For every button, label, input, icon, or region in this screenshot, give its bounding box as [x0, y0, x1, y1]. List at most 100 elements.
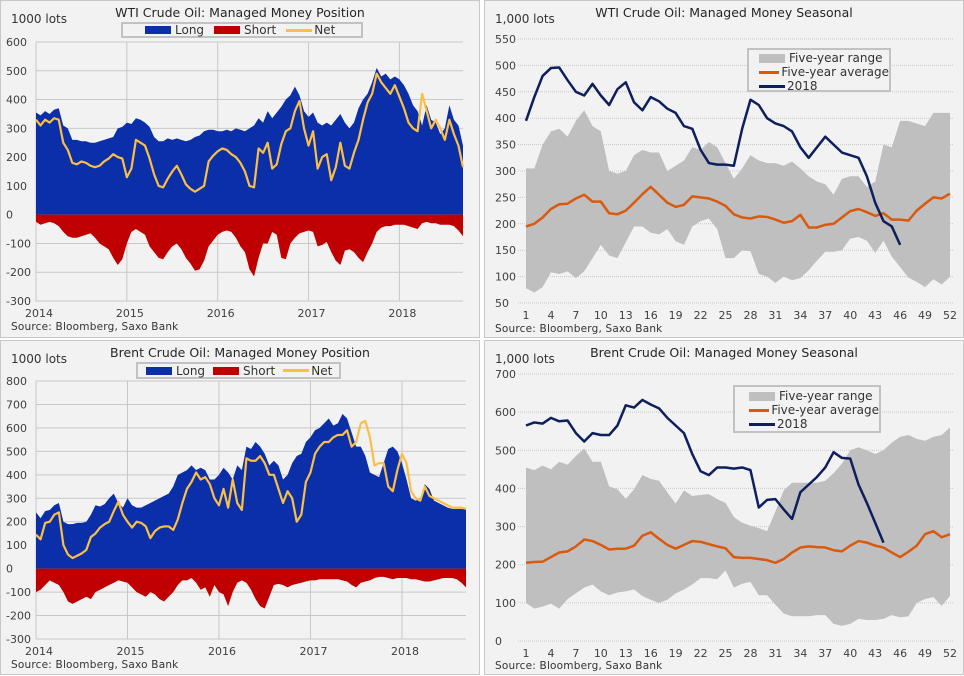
- y-tick-label: -200: [6, 266, 31, 279]
- five-year-range-area: [526, 110, 950, 293]
- y-tick-label: 450: [495, 86, 516, 99]
- five-year-average-line: [525, 529, 951, 565]
- y-tick-label: 300: [495, 521, 516, 534]
- legend-swatch-average: [749, 408, 770, 412]
- x-tick-label: 2015: [116, 645, 144, 658]
- chart-title: WTI Crude Oil: Managed Money Position: [115, 5, 365, 20]
- x-tick-label: 40: [843, 647, 857, 660]
- y-tick-label: 500: [495, 59, 516, 72]
- x-tick-label: 40: [843, 309, 857, 322]
- legend-label: Five-year range: [789, 51, 883, 65]
- x-tick-label: 16: [644, 309, 658, 322]
- y-tick-label: 400: [495, 112, 516, 125]
- y-tick-label: 500: [495, 444, 516, 457]
- wti-seasonal-panel: WTI Crude Oil: Managed Money Seasonal 1,…: [484, 0, 964, 338]
- brent-seasonal-panel: Brent Crude Oil: Managed Money Seasonal …: [484, 340, 964, 675]
- y-tick-label: -200: [6, 610, 31, 623]
- legend-item-range: Five-year range: [749, 389, 879, 403]
- source-note: Source: Bloomberg, Saxo Bank: [495, 323, 663, 335]
- short-area: [36, 568, 466, 609]
- legend-item-range: Five-year range: [759, 51, 889, 65]
- legend-item-average: Five-year average: [749, 403, 879, 417]
- net-line: [35, 419, 467, 560]
- x-tick-label: 22: [694, 647, 708, 660]
- x-tick-label: 10: [594, 309, 608, 322]
- x-tick-label: 31: [768, 647, 782, 660]
- y-tick-label: 300: [6, 122, 27, 135]
- y-tick-label: 700: [495, 368, 516, 381]
- source-note: Source: Bloomberg, Saxo Bank: [11, 321, 179, 333]
- y-tick-label: 50: [495, 297, 509, 310]
- y-tick-label: 200: [495, 218, 516, 231]
- legend-swatch-net: [283, 369, 310, 372]
- y-tick-label: 200: [6, 516, 27, 529]
- legend-label: Long: [176, 363, 206, 378]
- brent-position-panel: Brent Crude Oil: Managed Money Position …: [0, 340, 480, 675]
- x-tick-label: 25: [719, 309, 733, 322]
- legend-item-long: Long: [145, 23, 204, 37]
- x-tick-label: 22: [694, 309, 708, 322]
- legend-item-average: Five-year average: [759, 65, 889, 79]
- y-tick-label: 500: [6, 445, 27, 458]
- legend-swatch-long: [146, 366, 172, 375]
- x-tick-label: 25: [719, 647, 733, 660]
- net-line: [35, 72, 465, 193]
- y-tick-label: 500: [6, 65, 27, 78]
- x-tick-label: 52: [943, 309, 957, 322]
- x-tick-label: 49: [918, 309, 932, 322]
- legend-item-short: Short: [213, 364, 275, 378]
- legend-item-2018: 2018: [749, 417, 879, 431]
- y-tick-label: 600: [6, 422, 27, 435]
- x-tick-label: 2017: [299, 645, 327, 658]
- legend-item-long: Long: [146, 364, 205, 378]
- legend-swatch-range: [759, 53, 785, 63]
- legend-item-short: Short: [214, 23, 276, 37]
- chart-legend: Long Short Net: [121, 22, 363, 38]
- y-tick-label: 400: [495, 482, 516, 495]
- y-tick-label: 250: [495, 191, 516, 204]
- y-tick-label: 400: [6, 469, 27, 482]
- x-tick-label: 13: [619, 309, 633, 322]
- five-year-range-area: [526, 427, 950, 626]
- y-tick-label: 600: [495, 406, 516, 419]
- legend-item-2018: 2018: [759, 79, 889, 93]
- legend-label: 2018: [787, 79, 818, 93]
- legend-swatch-2018: [749, 422, 775, 426]
- y-tick-label: -300: [6, 633, 31, 646]
- y-tick-label: 0: [6, 563, 13, 576]
- y-tick-label: 550: [495, 33, 516, 46]
- legend-label: Five-year range: [779, 389, 873, 403]
- x-tick-label: 2014: [25, 307, 53, 320]
- legend-swatch-2018: [759, 84, 785, 88]
- legend-item-net: Net: [283, 364, 332, 378]
- x-tick-label: 1: [523, 309, 530, 322]
- legend-label: Five-year average: [781, 65, 889, 79]
- x-tick-label: 28: [743, 647, 757, 660]
- x-tick-label: 49: [918, 647, 932, 660]
- source-note: Source: Bloomberg, Saxo Bank: [495, 660, 663, 672]
- y-tick-label: 700: [6, 398, 27, 411]
- x-tick-label: 7: [572, 647, 579, 660]
- legend-swatch-net: [286, 28, 313, 32]
- y-tick-label: 350: [495, 139, 516, 152]
- y-tick-label: -100: [6, 586, 31, 599]
- long-area: [36, 413, 466, 569]
- chart-title: WTI Crude Oil: Managed Money Seasonal: [595, 5, 853, 20]
- x-tick-label: 43: [868, 647, 882, 660]
- chart-legend: Five-year range Five-year average 2018: [733, 385, 881, 433]
- legend-swatch-short: [214, 26, 241, 34]
- x-tick-label: 13: [619, 647, 633, 660]
- legend-label: Net: [311, 363, 333, 378]
- x-tick-label: 37: [818, 309, 832, 322]
- line-2018: [524, 66, 902, 246]
- x-tick-label: 10: [594, 647, 608, 660]
- source-note: Source: Bloomberg, Saxo Bank: [11, 659, 179, 671]
- y-tick-label: 100: [6, 180, 27, 193]
- legend-swatch-average: [759, 70, 780, 74]
- x-tick-label: 46: [893, 647, 907, 660]
- legend-item-net: Net: [286, 23, 335, 37]
- brent-seasonal-chart: 700 600 500 400 300 200 100 0 1 4 7 10 13 16 19 22 25 28 3…: [495, 368, 957, 660]
- x-tick-label: 37: [818, 647, 832, 660]
- x-tick-label: 19: [669, 309, 683, 322]
- legend-label: Long: [175, 23, 205, 37]
